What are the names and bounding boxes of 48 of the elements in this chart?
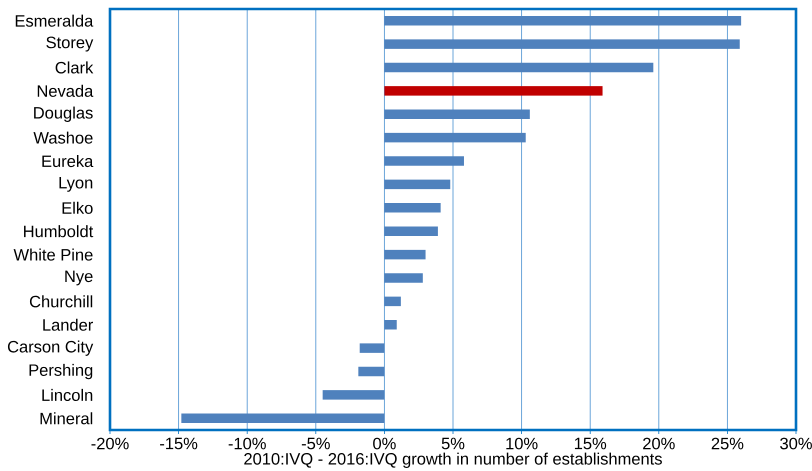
x-tick-label: 25% xyxy=(712,438,744,450)
y-tick-label: Eureka xyxy=(42,154,94,168)
bar xyxy=(384,320,397,330)
bar xyxy=(384,226,438,236)
y-tick-label: Lincoln xyxy=(42,388,92,401)
y-tick-label: Lyon xyxy=(59,177,92,192)
bar xyxy=(181,414,384,424)
x-tick-label: 10% xyxy=(506,438,538,450)
bar xyxy=(384,203,441,213)
x-tick-label: 30% xyxy=(780,438,812,450)
y-tick-label: Lander xyxy=(43,318,94,331)
bar xyxy=(384,132,526,142)
y-tick-label: Esmeralda xyxy=(16,14,94,27)
y-tick-label: Carson City xyxy=(8,340,94,356)
bar xyxy=(384,86,603,96)
bar xyxy=(384,16,742,26)
y-tick-label: Storey xyxy=(46,36,94,52)
x-tick-label: 0% xyxy=(373,438,396,450)
y-tick-label: Clark xyxy=(56,61,94,74)
y-tick-label: Humboldt xyxy=(24,225,94,238)
x-tick-label: 15% xyxy=(574,438,606,450)
x-tick-label: 5% xyxy=(442,438,464,450)
x-tick-label: -20% xyxy=(91,438,129,450)
x-tick-label: -10% xyxy=(228,438,266,450)
bar xyxy=(384,250,426,260)
y-tick-label: Douglas xyxy=(34,106,93,122)
x-tick-label: -5% xyxy=(302,438,330,450)
y-tick-label: Nye xyxy=(65,270,93,286)
bar xyxy=(384,156,464,166)
x-tick-label: 20% xyxy=(643,438,675,450)
x-axis-title: 2010:IVQ - 2016:IVQ growth in number of establishments xyxy=(244,452,662,468)
bar xyxy=(384,62,654,72)
y-tick-label: Pershing xyxy=(30,364,92,380)
x-tick-label: -15% xyxy=(160,438,198,450)
y-tick-label: Churchill xyxy=(30,295,92,308)
y-tick-label: White Pine xyxy=(14,248,93,261)
bar xyxy=(384,110,530,119)
bar xyxy=(384,296,401,306)
bar xyxy=(384,180,450,190)
bar xyxy=(358,366,384,376)
y-tick-label: Washoe xyxy=(33,132,93,144)
y-tick-label: Nevada xyxy=(38,84,94,97)
y-tick-label: Mineral xyxy=(40,412,92,424)
y-tick-label: Elko xyxy=(62,202,93,214)
bar xyxy=(384,39,740,49)
bar xyxy=(322,390,384,400)
bar xyxy=(384,273,423,283)
bar xyxy=(360,343,384,353)
